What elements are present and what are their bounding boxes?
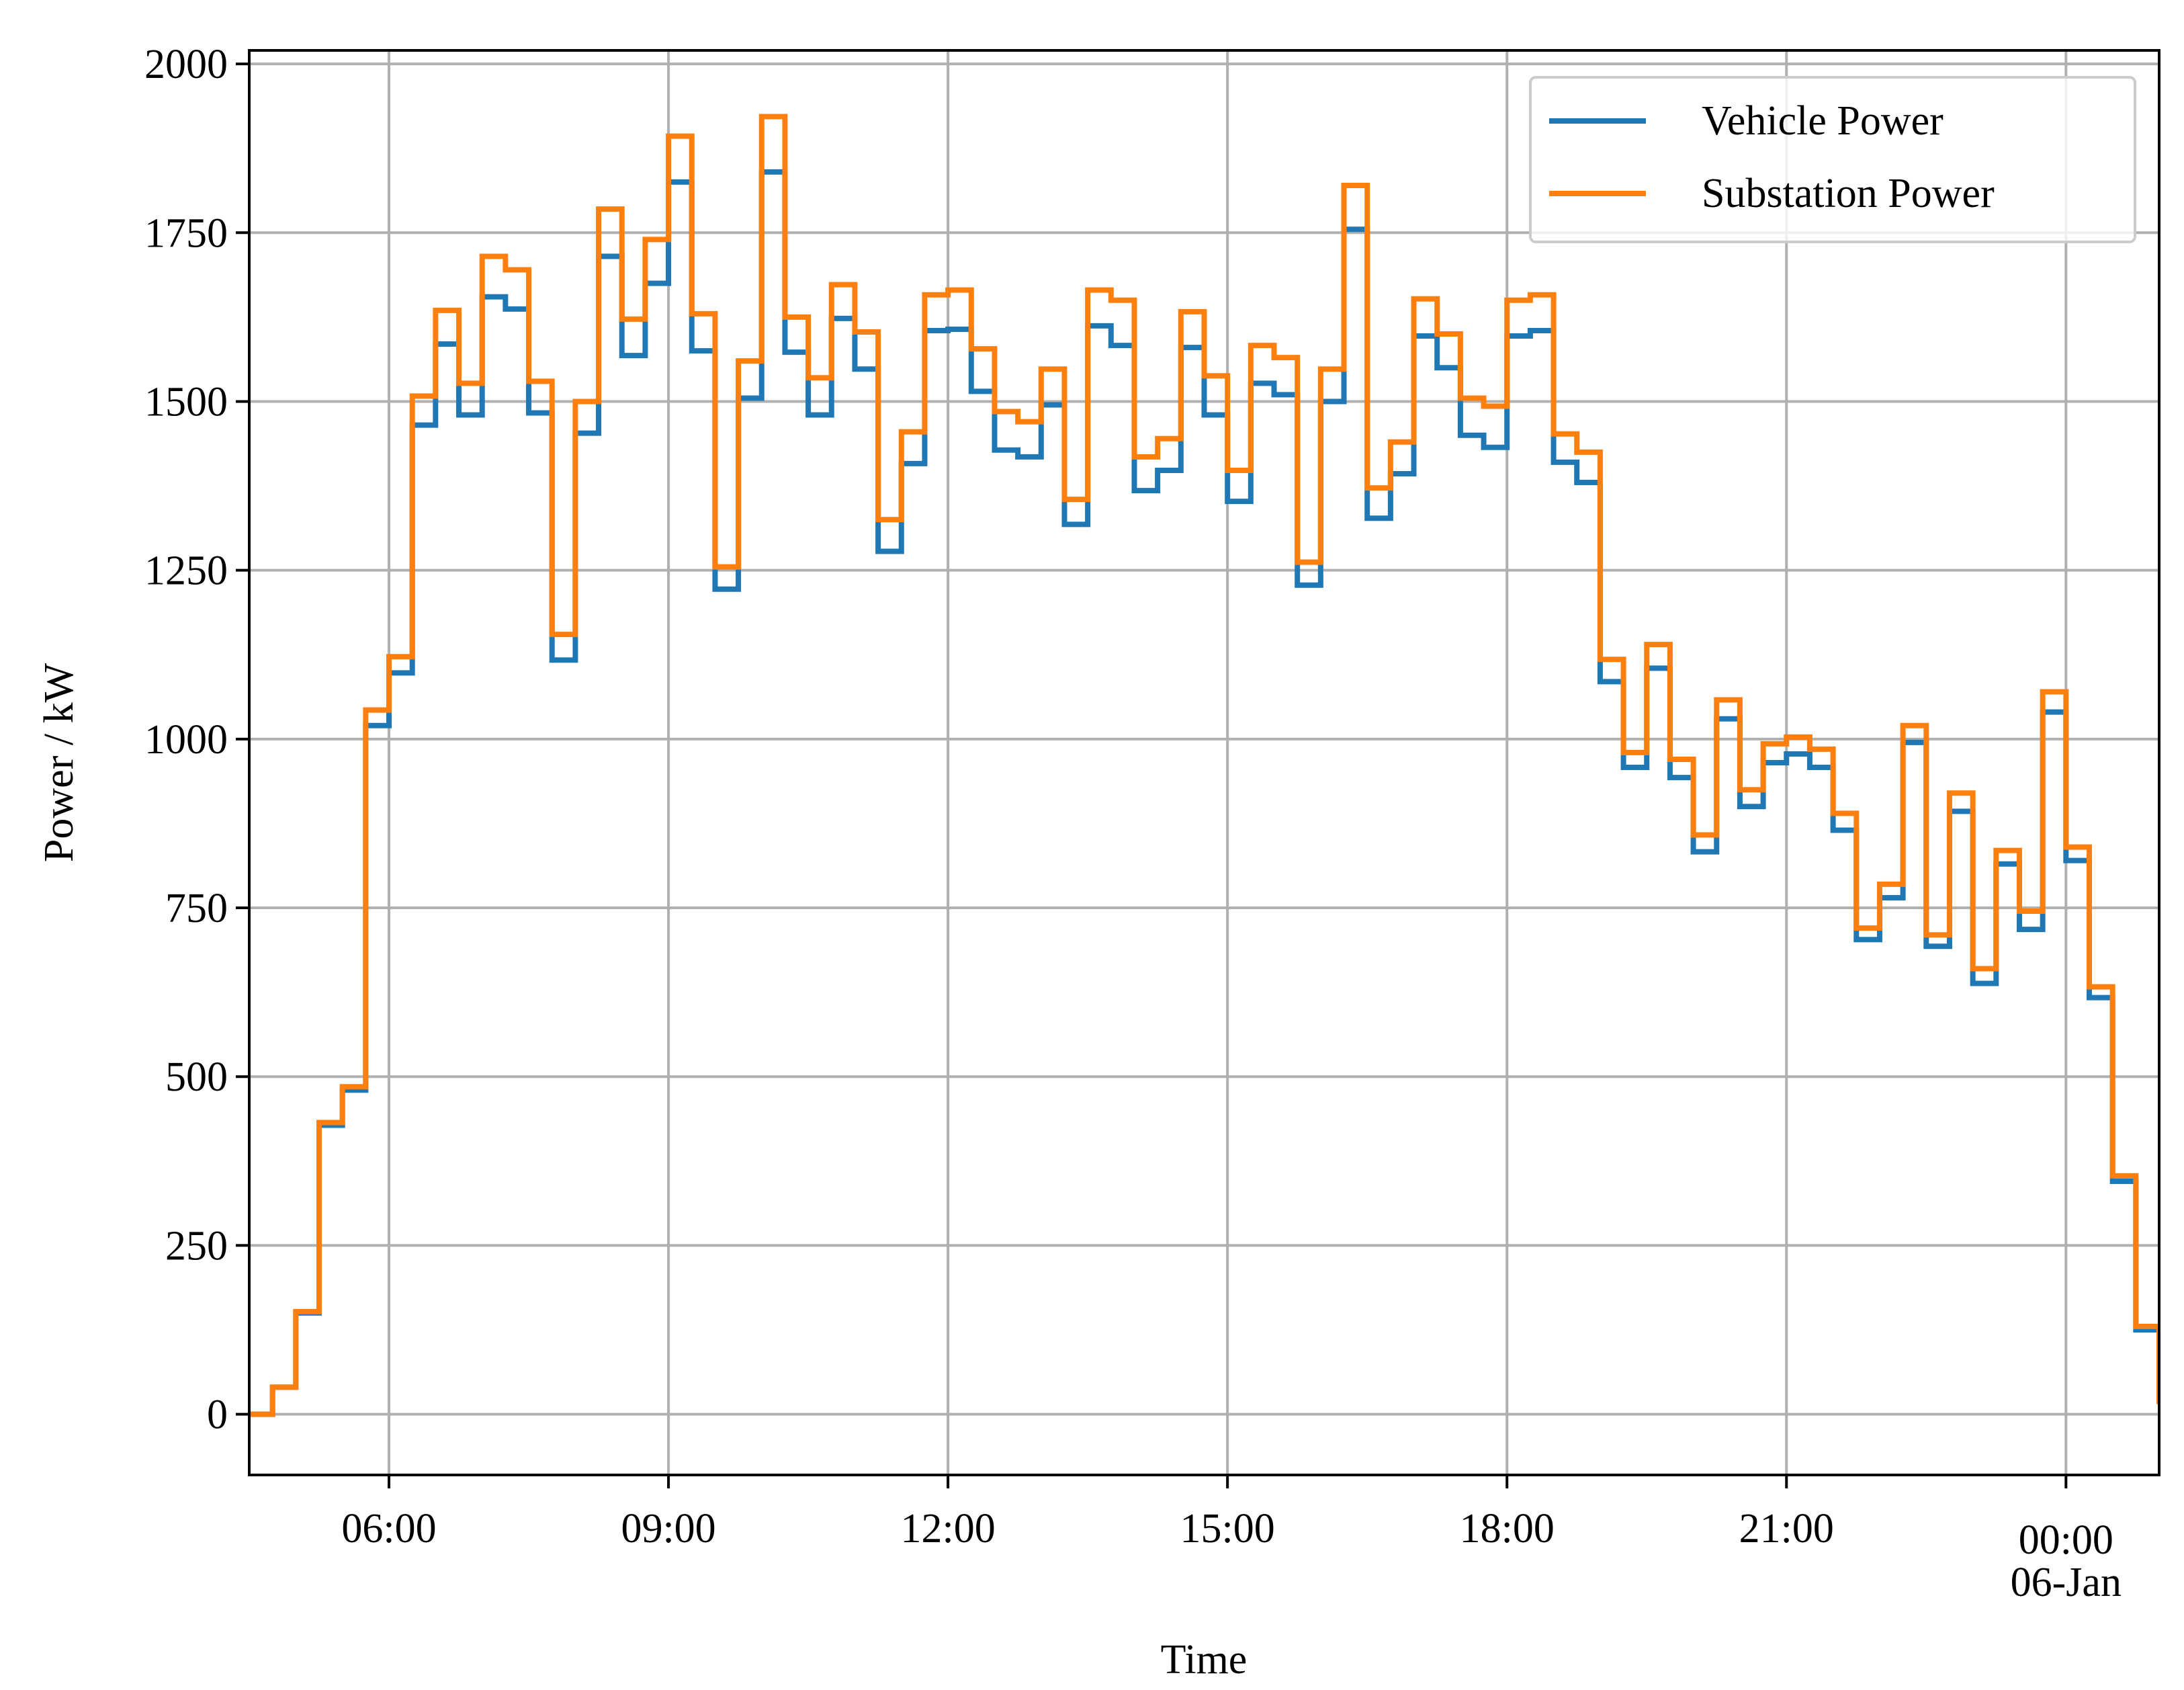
y-tick-label: 250 — [165, 1223, 228, 1269]
x-tick-label: 09:00 — [621, 1506, 715, 1552]
x-tick-label: 18:00 — [1460, 1506, 1555, 1552]
x-axis-label: Time — [1161, 1637, 1248, 1683]
x-tick-label: 12:00 — [901, 1506, 996, 1552]
x-tick-label: 15:00 — [1180, 1506, 1275, 1552]
y-tick-label: 500 — [165, 1054, 228, 1100]
y-axis-label: Power / kW — [36, 663, 82, 862]
legend-box — [1529, 76, 2136, 243]
y-tick-label: 750 — [165, 886, 228, 931]
legend-label: Substation Power — [1702, 171, 1995, 216]
y-tick-label: 1750 — [144, 210, 228, 256]
line-series — [249, 114, 2159, 1417]
x-tick-label: 06:00 — [341, 1506, 436, 1552]
plot-frame — [248, 49, 2160, 1476]
y-tick-label: 1000 — [144, 717, 228, 763]
y-tick-label: 2000 — [144, 42, 228, 87]
x-tick-date: 06-Jan — [2011, 1560, 2122, 1605]
y-tick-label: 0 — [207, 1392, 228, 1438]
y-tick-label: 1500 — [144, 379, 228, 425]
y-tick-label: 1250 — [144, 548, 228, 594]
legend-label: Vehicle Power — [1702, 98, 1943, 144]
x-tick-label: 21:00 — [1739, 1506, 1834, 1552]
x-tick-label: 00:00 — [2019, 1517, 2113, 1563]
